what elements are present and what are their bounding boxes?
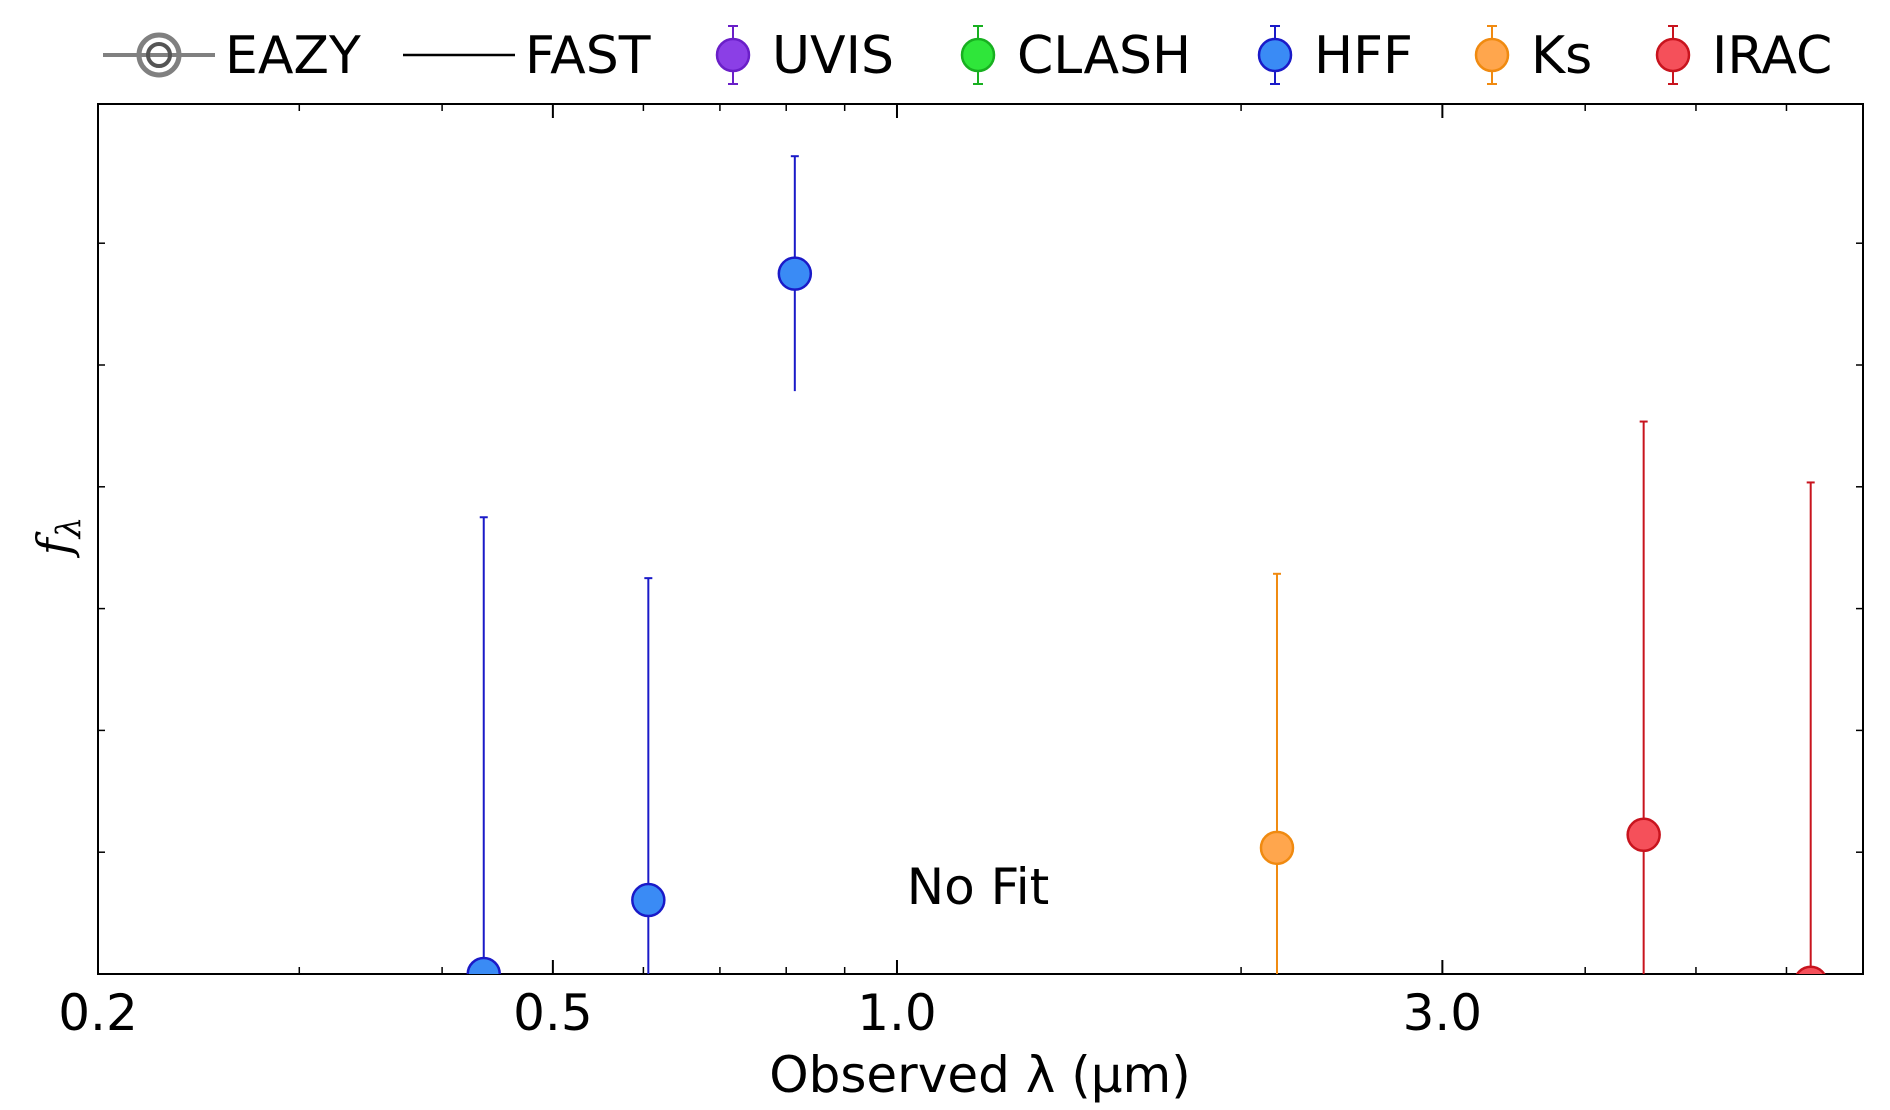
legend-label: EAZY [225,26,361,86]
x-tick-label: 1.0 [857,984,937,1042]
y-label-subscript: λ [49,517,89,541]
legend-item-irac: IRAC [1655,25,1832,86]
x-tick-labels: 0.2 0.5 1.0 3.0 [58,984,1482,1042]
no-fit-annotation: No Fit [907,858,1050,916]
legend-item-ks: Ks [1474,25,1592,86]
plot-frame [97,103,1864,975]
x-tick-label: 3.0 [1403,984,1483,1042]
legend-symbol-ring-inner [146,42,172,68]
points-clipped [466,155,1826,974]
legend-item-hff: HFF [1257,25,1413,86]
legend-item-fast: FAST [403,26,651,86]
legend-symbol-marker [1474,37,1510,73]
legend-symbol-marker [1655,37,1691,73]
legend-symbol-ring [136,32,182,78]
legend-label: HFF [1314,26,1413,86]
hff-point [631,882,666,918]
ks-point [1259,830,1295,866]
legend-item-eazy: EAZY [103,26,361,86]
legend-item-uvis: UVIS [715,25,894,86]
legend-symbol-marker [715,37,751,73]
axis-ticks [97,104,1864,974]
legend-symbol-marker [1257,37,1293,73]
irac-point [1795,965,1826,974]
irac-point [1626,817,1661,853]
legend-symbol-marker [960,37,996,73]
x-tick-label: 0.5 [513,984,593,1042]
y-axis-label: fλ [27,517,89,559]
hff-point [777,256,813,291]
legend-label: UVIS [772,26,894,86]
plot-area: No Fit [97,103,1864,975]
legend-label: CLASH [1017,26,1191,86]
hff-point [466,956,501,974]
legend: EAZY FAST UVIS CLASH HFF Ks IRAC [103,25,1832,86]
legend-label: IRAC [1712,26,1832,86]
legend-label: Ks [1531,26,1592,86]
legend-label: FAST [525,26,651,86]
x-tick-label: 0.2 [58,984,138,1042]
legend-item-clash: CLASH [960,25,1191,86]
x-axis-label: Observed λ (μm) [769,1046,1190,1104]
data-points [466,155,1826,974]
